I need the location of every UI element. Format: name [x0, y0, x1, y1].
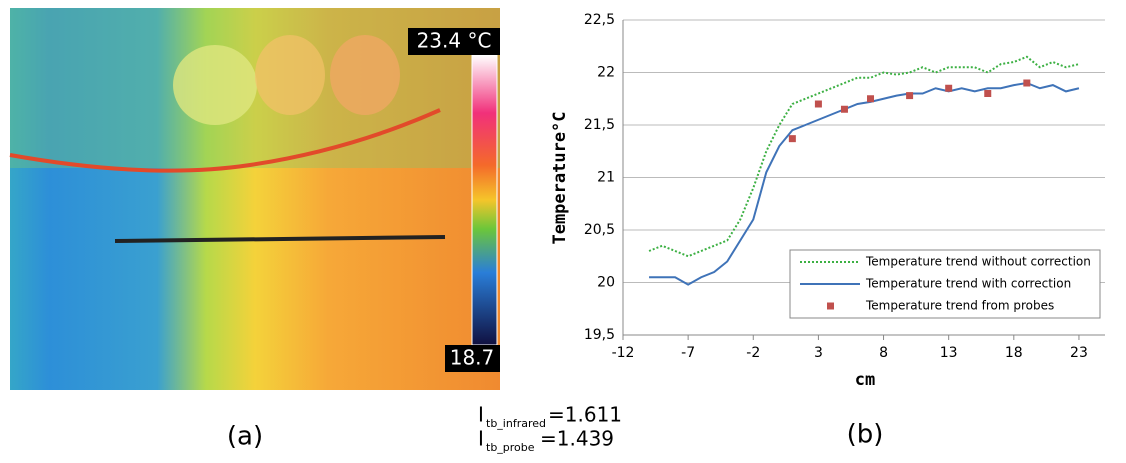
x-tick-label: 23 [1070, 345, 1088, 361]
legend-label: Temperature trend without correction [865, 255, 1091, 269]
thermal-background [10, 8, 500, 390]
x-tick-label: 13 [940, 345, 958, 361]
y-tick-label: 22 [597, 65, 615, 81]
y-tick-label: 21 [597, 170, 615, 186]
x-tick-label: 18 [1005, 345, 1023, 361]
index-subscript: tb_probe [486, 441, 535, 454]
indices: I tb_infrared =1.611 I tb_probe =1.439 [478, 403, 622, 455]
thermal-image: 23.4 °C 18.7 [9, 8, 500, 390]
index-symbol: I [478, 403, 484, 427]
thermal-fruit [173, 45, 257, 125]
probe-marker [814, 100, 822, 108]
scale-max: 23.4 °C [417, 29, 492, 53]
x-tick-label: -12 [612, 345, 635, 361]
y-tick-label: 22,5 [584, 12, 615, 28]
x-axis-title: cm [855, 370, 875, 390]
probe-marker [867, 95, 875, 103]
scale-min-box [445, 345, 500, 372]
thermal-fruit [255, 35, 325, 115]
y-axis-title: Temperature°C [550, 111, 570, 244]
probe-marker [945, 84, 953, 92]
y-tick-label: 19,5 [584, 327, 615, 343]
probe-marker [788, 135, 796, 143]
legend-swatch [827, 302, 834, 310]
legend-label: Temperature trend with correction [865, 277, 1071, 291]
x-tick-label: 3 [814, 345, 823, 361]
y-tick-label: 20 [597, 275, 615, 291]
index-value: =1.611 [548, 403, 622, 427]
x-tick-label: 8 [879, 345, 888, 361]
index-subscript: tb_infrared [486, 417, 546, 430]
legend-label: Temperature trend from probes [865, 299, 1054, 313]
probe-marker [1023, 79, 1031, 87]
index-value: =1.439 [540, 427, 614, 451]
y-tick-label: 20,5 [584, 222, 615, 238]
color-scale [471, 54, 498, 346]
thermal-stem [9, 108, 441, 173]
panel-caption: (a) [227, 422, 263, 452]
x-tick-label: -7 [681, 345, 695, 361]
probe-marker [984, 90, 992, 97]
panel-caption: (b) [847, 420, 884, 450]
measure-line [114, 235, 446, 243]
series-line [649, 81, 1080, 286]
series-line [648, 55, 1080, 258]
probe-marker [906, 92, 914, 100]
scale-max-box [408, 28, 500, 55]
thermal-fruit [330, 35, 400, 115]
y-tick-label: 21,5 [584, 117, 615, 133]
x-tick-label: -2 [746, 345, 760, 361]
probe-marker [840, 105, 848, 113]
scale-min: 18.7 [450, 346, 495, 370]
index-symbol: I [478, 427, 484, 451]
